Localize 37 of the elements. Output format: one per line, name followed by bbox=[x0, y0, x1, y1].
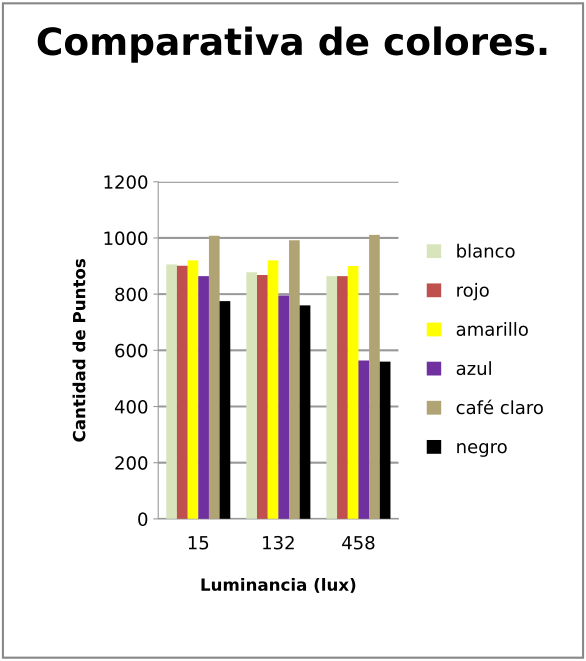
x-tick-label: 15 bbox=[188, 536, 208, 550]
bar bbox=[300, 305, 310, 519]
bar bbox=[198, 276, 209, 519]
bar bbox=[176, 266, 188, 519]
y-tick-label: 1000 bbox=[104, 231, 148, 246]
y-tick-label: 0 bbox=[138, 512, 148, 526]
bar bbox=[348, 266, 358, 519]
bar bbox=[358, 360, 370, 519]
legend-label: amarillo bbox=[456, 322, 528, 336]
bar bbox=[268, 260, 278, 519]
bar bbox=[166, 264, 177, 519]
legend-label: blanco bbox=[457, 244, 515, 258]
bar bbox=[380, 362, 390, 519]
bar bbox=[256, 275, 268, 519]
bar bbox=[208, 236, 220, 519]
x-tick-label: 458 bbox=[342, 536, 374, 550]
x-tick-label: 132 bbox=[263, 536, 294, 550]
bar bbox=[337, 276, 348, 519]
bar bbox=[326, 276, 338, 519]
bar bbox=[188, 260, 198, 519]
legend-label: café claro bbox=[456, 400, 543, 414]
legend-label: rojo bbox=[457, 282, 489, 300]
bar bbox=[369, 234, 380, 519]
y-axis-title: Cantidad de Puntos bbox=[72, 258, 86, 442]
legend-label: negro bbox=[457, 443, 507, 457]
y-tick-label: 200 bbox=[115, 456, 148, 470]
x-axis-title: Luminancia (lux) bbox=[202, 578, 356, 593]
y-tick-label: 1200 bbox=[104, 175, 148, 189]
bar bbox=[278, 296, 290, 519]
bar bbox=[246, 272, 257, 519]
bar bbox=[220, 301, 230, 519]
chart-title: Comparativa de colores. bbox=[38, 26, 546, 63]
y-tick-label: 400 bbox=[114, 400, 148, 414]
y-tick-label: 800 bbox=[115, 288, 148, 302]
legend-label: azul bbox=[456, 361, 491, 376]
bar bbox=[289, 240, 300, 519]
y-tick-label: 600 bbox=[115, 344, 148, 358]
